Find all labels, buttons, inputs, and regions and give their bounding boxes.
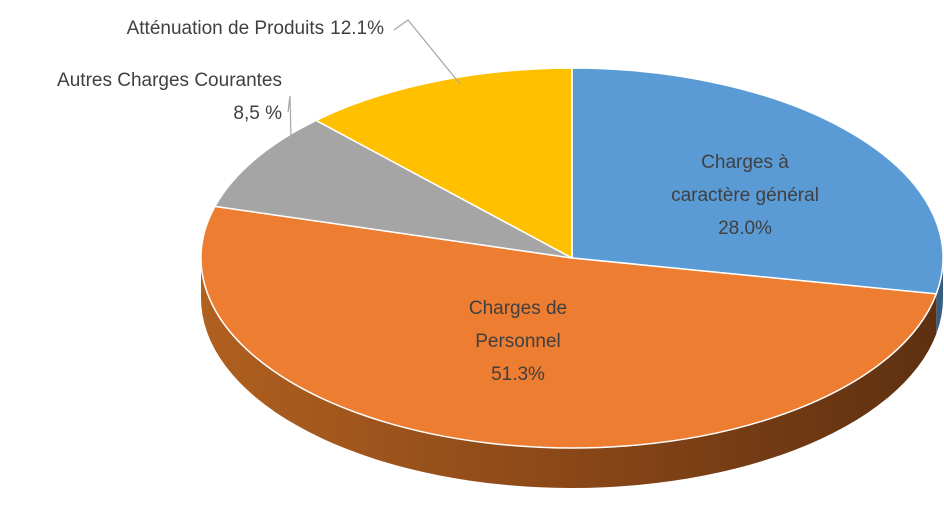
value-label: 28.0% <box>718 218 772 239</box>
category-label: Atténuation de Produits <box>126 18 325 39</box>
value-label: 12.1% <box>330 18 384 39</box>
pie-slice <box>200 205 938 449</box>
leader-line <box>287 95 292 139</box>
pie-side <box>201 258 937 488</box>
pie-slice <box>214 119 573 259</box>
category-label: Charges à caractère général <box>671 152 819 206</box>
slice-label: Charges à caractère général 28.0% <box>665 146 825 245</box>
pie-slice <box>571 67 944 295</box>
category-label: Charges de Personnel <box>468 298 568 352</box>
slice-label: Charges de Personnel 51.3% <box>453 292 583 391</box>
value-label: 51.3% <box>491 364 545 385</box>
category-label: Autres Charges Courantes <box>57 70 282 91</box>
slice-label: Autres Charges Courantes 8,5 % <box>0 64 282 130</box>
leader-line <box>393 19 461 85</box>
value-label: 8,5 % <box>233 103 282 124</box>
pie-slice <box>315 67 573 259</box>
slice-label: Atténuation de Produits 12.1% <box>0 12 384 45</box>
